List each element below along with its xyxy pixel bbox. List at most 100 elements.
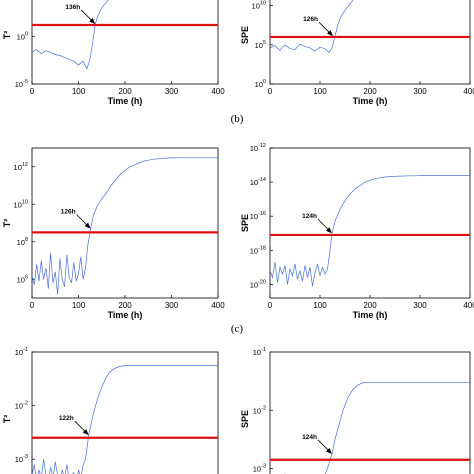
y-tick-label: 10-1	[15, 347, 28, 357]
x-tick-label: 0	[30, 301, 35, 310]
y-axis-label: SPE	[240, 214, 250, 232]
x-tick-label: 400	[463, 301, 474, 310]
y-tick-exponent: -1	[23, 347, 28, 353]
plot-frame	[269, 147, 471, 299]
y-tick-exponent: -3	[23, 454, 28, 460]
x-tick-label: 300	[413, 301, 427, 310]
chart-panel-c-right: 10-3 10-2 10-1 SPE 124h	[240, 347, 471, 474]
y-tick-exponent: 0	[25, 31, 28, 37]
y-tick-label: 1012	[14, 162, 28, 172]
y-tick-label: 106	[17, 274, 28, 284]
y-tick-exponent: -2	[23, 401, 28, 407]
y-tick-label: 10-1	[253, 347, 266, 357]
y-tick-label: 10-5	[15, 79, 28, 89]
y-tick-label: 1010	[252, 1, 266, 11]
x-axis-label: Time (h)	[353, 310, 388, 320]
y-tick-exponent: -16	[258, 211, 266, 217]
x-tick-label: 400	[211, 87, 225, 96]
y-tick-exponent: 5	[263, 40, 266, 46]
y-tick-exponent: -12	[258, 143, 266, 149]
y-tick-exponent: -20	[258, 279, 266, 285]
annotation-arrow-head	[326, 227, 332, 234]
annotation-arrow-head	[84, 222, 91, 229]
x-tick-label: 200	[363, 87, 377, 96]
y-tick-exponent: 6	[25, 274, 28, 280]
x-tick-label: 200	[118, 87, 132, 96]
data-series-line	[270, 0, 354, 54]
annotation-arrow-head	[327, 30, 333, 37]
y-axis-label: T²	[2, 31, 12, 40]
y-tick-label: 10-14	[250, 177, 266, 187]
x-tick-label: 400	[463, 87, 474, 96]
y-tick-label: 100	[17, 31, 28, 41]
y-tick-label: 100	[255, 79, 266, 89]
y-tick-exponent: 10	[260, 1, 266, 7]
data-series-line	[32, 0, 109, 70]
y-tick-label: 1010	[14, 199, 28, 209]
x-tick-label: 300	[413, 87, 427, 96]
x-tick-label: 0	[268, 87, 273, 96]
y-tick-label: 10-3	[253, 464, 266, 474]
x-tick-label: 400	[211, 301, 225, 310]
data-series-line	[284, 381, 470, 474]
x-tick-label: 200	[118, 301, 132, 310]
y-tick-label: 105	[255, 40, 266, 50]
x-tick-label: 100	[313, 87, 327, 96]
y-tick-label: 10-3	[15, 454, 28, 464]
x-axis-label: Time (h)	[108, 310, 143, 320]
caption-b: (b)	[231, 113, 244, 125]
y-tick-label: 10-16	[250, 211, 266, 221]
y-tick-exponent: -1	[261, 347, 266, 353]
x-axis-label: Time (h)	[108, 96, 143, 106]
plot-frame	[31, 0, 219, 85]
annotation-label: 122h	[59, 415, 74, 422]
y-tick-label: 108	[17, 237, 28, 247]
plot-frame	[269, 0, 471, 85]
y-tick-label: 10-20	[250, 279, 266, 289]
annotation-arrow-head	[82, 429, 89, 436]
annotation-arrow-head	[326, 447, 332, 454]
data-series-line	[270, 175, 470, 287]
chart-panel-c-left: 10-3 10-2 10-1 T² 122h	[2, 347, 219, 474]
chart-panel-b-right: 0 100 200 300 400 Time (h) 10-20 10-18 10-16 10-1…	[240, 143, 474, 320]
data-series-line	[32, 365, 218, 474]
x-tick-label: 100	[313, 301, 327, 310]
annotation-label: 126h	[61, 209, 76, 216]
annotation-label: 126h	[303, 16, 318, 23]
x-axis-label: Time (h)	[353, 96, 388, 106]
plot-frame	[269, 351, 471, 474]
y-tick-exponent: 0	[263, 79, 266, 85]
x-tick-label: 0	[268, 301, 273, 310]
y-tick-label: 10-18	[250, 245, 266, 255]
x-tick-label: 300	[165, 301, 179, 310]
y-tick-label: 10-2	[253, 405, 266, 415]
data-series-line	[32, 157, 218, 295]
x-tick-label: 200	[363, 301, 377, 310]
annotation-label: 124h	[302, 213, 317, 220]
x-tick-label: 300	[165, 87, 179, 96]
y-tick-exponent: 12	[22, 162, 28, 168]
y-tick-label: 10-2	[15, 401, 28, 411]
y-tick-label: 10-12	[250, 143, 266, 153]
y-tick-exponent: -5	[23, 79, 28, 85]
x-tick-label: 100	[72, 301, 86, 310]
y-axis-label: SPE	[240, 410, 250, 428]
caption-c: (c)	[231, 323, 244, 335]
y-tick-exponent: -14	[258, 177, 266, 183]
y-tick-exponent: 8	[25, 237, 28, 243]
y-axis-label: T²	[2, 219, 12, 228]
x-tick-label: 100	[72, 87, 86, 96]
y-tick-exponent: -18	[258, 245, 266, 251]
annotation-label: 124h	[302, 434, 317, 441]
y-tick-exponent: -2	[261, 405, 266, 411]
y-axis-label: SPE	[240, 26, 250, 44]
y-tick-exponent: 10	[22, 199, 28, 205]
y-axis-label: T²	[2, 415, 12, 424]
plot-frame	[31, 351, 219, 474]
annotation-arrow-head	[89, 18, 96, 25]
y-tick-exponent: -3	[261, 464, 266, 470]
